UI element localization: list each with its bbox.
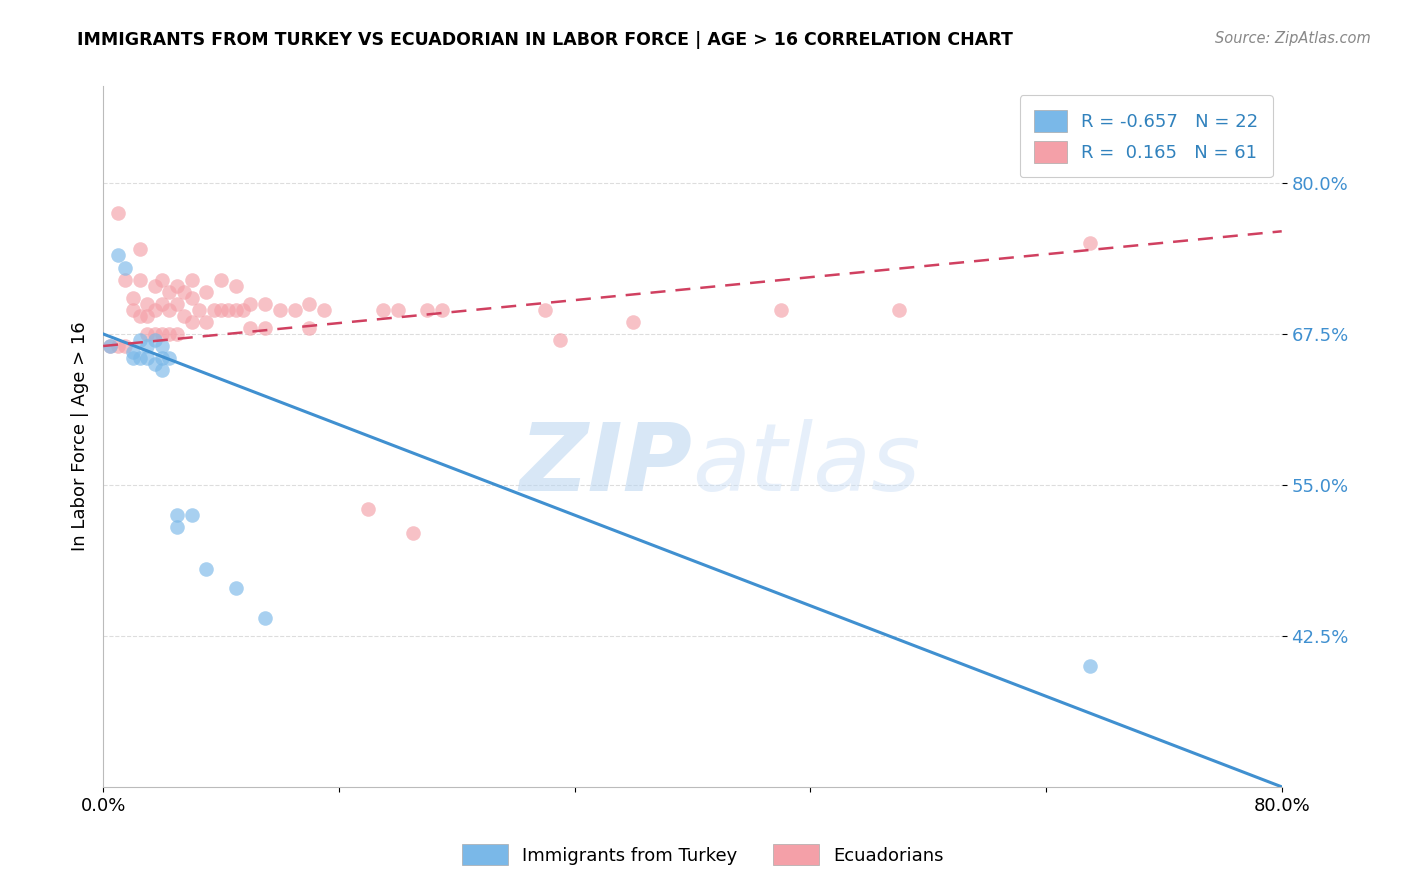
Point <box>129 333 152 347</box>
Point <box>225 302 247 317</box>
Point <box>166 508 188 522</box>
Point <box>129 309 152 323</box>
Point <box>195 562 218 576</box>
Point <box>107 206 129 220</box>
Point <box>114 339 136 353</box>
Point <box>254 321 277 335</box>
Point <box>121 345 143 359</box>
Point <box>887 302 910 317</box>
Point <box>195 285 218 299</box>
Point <box>416 302 439 317</box>
Point <box>100 339 122 353</box>
Point <box>239 321 262 335</box>
Point <box>239 297 262 311</box>
Point <box>254 611 277 625</box>
Point <box>136 297 159 311</box>
Point <box>195 315 218 329</box>
Point <box>143 357 166 371</box>
Point <box>232 302 254 317</box>
Point <box>401 526 423 541</box>
Point <box>314 302 336 317</box>
Point <box>187 302 209 317</box>
Point <box>225 581 247 595</box>
Point <box>143 278 166 293</box>
Point <box>202 302 225 317</box>
Point <box>150 339 173 353</box>
Point <box>548 333 571 347</box>
Text: IMMIGRANTS FROM TURKEY VS ECUADORIAN IN LABOR FORCE | AGE > 16 CORRELATION CHART: IMMIGRANTS FROM TURKEY VS ECUADORIAN IN … <box>77 31 1014 49</box>
Point <box>1078 236 1101 251</box>
Point <box>150 326 173 341</box>
Point <box>121 291 143 305</box>
Text: ZIP: ZIP <box>520 418 692 510</box>
Point <box>143 333 166 347</box>
Text: Source: ZipAtlas.com: Source: ZipAtlas.com <box>1215 31 1371 46</box>
Point <box>180 272 202 286</box>
Point <box>534 302 557 317</box>
Point <box>136 339 159 353</box>
Point <box>100 339 122 353</box>
Point <box>129 351 152 365</box>
Point <box>107 339 129 353</box>
Point <box>129 272 152 286</box>
Point <box>269 302 291 317</box>
Point <box>430 302 453 317</box>
Point <box>298 321 321 335</box>
Point <box>180 508 202 522</box>
Point <box>166 326 188 341</box>
Point <box>623 315 645 329</box>
Point <box>136 309 159 323</box>
Text: atlas: atlas <box>692 419 921 510</box>
Point <box>225 278 247 293</box>
Point <box>180 315 202 329</box>
Point <box>121 302 143 317</box>
Point <box>209 302 232 317</box>
Point <box>159 285 181 299</box>
Point <box>159 302 181 317</box>
Point <box>114 272 136 286</box>
Point <box>143 302 166 317</box>
Point <box>150 272 173 286</box>
Point <box>159 351 181 365</box>
Legend: R = -0.657   N = 22, R =  0.165   N = 61: R = -0.657 N = 22, R = 0.165 N = 61 <box>1019 95 1272 178</box>
Point <box>121 351 143 365</box>
Point <box>769 302 792 317</box>
Point <box>371 302 394 317</box>
Point <box>107 248 129 262</box>
Point <box>166 297 188 311</box>
Y-axis label: In Labor Force | Age > 16: In Labor Force | Age > 16 <box>72 322 89 551</box>
Point <box>217 302 239 317</box>
Point <box>298 297 321 311</box>
Point <box>150 297 173 311</box>
Point <box>180 291 202 305</box>
Point <box>209 272 232 286</box>
Point <box>254 297 277 311</box>
Point <box>114 260 136 275</box>
Point <box>136 351 159 365</box>
Point <box>173 285 195 299</box>
Point <box>166 278 188 293</box>
Point <box>284 302 307 317</box>
Point <box>159 326 181 341</box>
Point <box>136 326 159 341</box>
Point <box>173 309 195 323</box>
Point <box>357 502 380 516</box>
Point <box>150 351 173 365</box>
Legend: Immigrants from Turkey, Ecuadorians: Immigrants from Turkey, Ecuadorians <box>456 837 950 872</box>
Point <box>129 243 152 257</box>
Point <box>1078 659 1101 673</box>
Point <box>150 363 173 377</box>
Point <box>143 326 166 341</box>
Point <box>387 302 409 317</box>
Point <box>166 520 188 534</box>
